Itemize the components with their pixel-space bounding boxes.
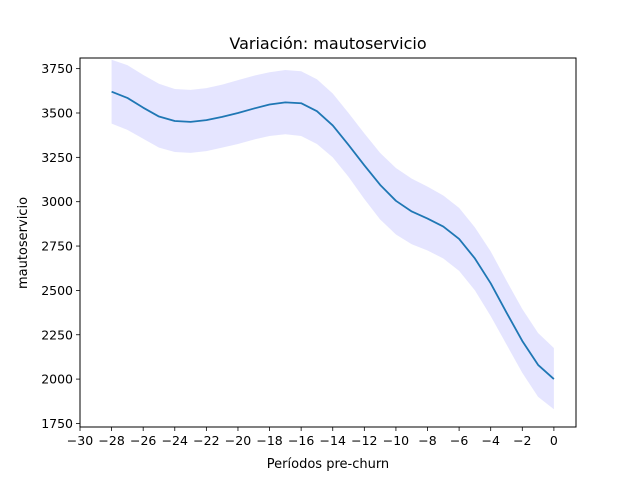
x-tick-label: −26 — [130, 433, 156, 448]
confidence-band — [111, 59, 554, 410]
y-tick-label: 3750 — [41, 61, 73, 76]
x-tick-label: −2 — [513, 433, 531, 448]
y-tick-label: 2750 — [41, 239, 73, 254]
x-tick-label: −24 — [162, 433, 188, 448]
series-line — [111, 90, 555, 380]
plot-frame — [79, 57, 577, 428]
x-tick-label: −28 — [98, 433, 124, 448]
x-tick-label: −18 — [256, 433, 282, 448]
x-tick-label: −10 — [383, 433, 409, 448]
y-tick-label: 1750 — [41, 416, 73, 431]
y-tick-label: 2000 — [41, 372, 73, 387]
y-axis-title: mautoservicio — [16, 197, 31, 289]
x-axis: −30 −28 −26 −24 −22 −20 −18 −16 −14 −12 −10 −8 −6 −4−… — [67, 427, 558, 448]
x-axis-title: Períodos pre-churn — [267, 457, 389, 472]
x-tick-label: −12 — [351, 433, 377, 448]
x-tick-label: −14 — [320, 433, 346, 448]
y-tick-label: 3500 — [41, 105, 73, 120]
plot-area — [111, 59, 555, 410]
y-tick-label: 3250 — [41, 150, 73, 165]
chart-title: Variación: mautoservicio — [229, 34, 426, 53]
x-tick-label: −4 — [481, 433, 499, 448]
x-tick-label: −8 — [418, 433, 436, 448]
y-tick-label: 3000 — [41, 194, 73, 209]
x-tick-label: −6 — [450, 433, 468, 448]
y-axis: 1750 2000 2250 2500 2750 3000 3250 3500 3750 — [41, 61, 80, 431]
x-tick-label: 0 — [550, 433, 558, 448]
x-tick-label: −16 — [288, 433, 314, 448]
x-tick-label: −20 — [225, 433, 251, 448]
x-tick-label: −30 — [67, 433, 93, 448]
x-tick-label: −22 — [193, 433, 219, 448]
y-tick-label: 2500 — [41, 283, 73, 298]
y-tick-label: 2250 — [41, 327, 73, 342]
